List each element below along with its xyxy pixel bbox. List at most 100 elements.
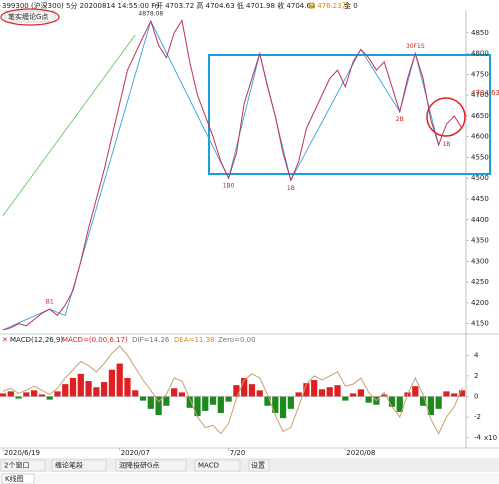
macd-bar: [435, 396, 442, 409]
toolbar-label[interactable]: 设置: [251, 461, 265, 470]
y-tick-label: 4350: [471, 237, 489, 245]
toolbar-button[interactable]: [248, 459, 270, 472]
macd-bar: [334, 385, 341, 397]
macd-bar: [209, 396, 217, 405]
macd-bar: [311, 380, 318, 397]
y-tick-label: 4250: [471, 278, 489, 286]
macd-bar: [388, 396, 396, 407]
macd-bar: [279, 396, 287, 419]
toolbar-button[interactable]: [194, 459, 241, 472]
macd-bar: [451, 393, 458, 397]
macd-bar: [381, 394, 388, 397]
macd-bar: [233, 385, 240, 397]
macd-bar: [443, 391, 450, 397]
macd-bar: [147, 396, 154, 409]
toolbar-button[interactable]: [115, 459, 187, 472]
macd-bar: [101, 382, 108, 397]
macd-bar: [38, 394, 46, 397]
header-amount: 金 0: [344, 1, 358, 10]
y-tick-label: 4500: [471, 174, 489, 182]
header-quote: 开 4703.72 高 4704.63 低 4701.98 收 4704.63: [156, 1, 315, 10]
macd-bar: [419, 396, 427, 406]
macd-bar: [357, 389, 364, 397]
indicator-button[interactable]: [4, 10, 56, 23]
macd-bar: [132, 390, 139, 397]
dif-line: [2, 345, 463, 435]
toolbar-label[interactable]: 缠论笔段: [55, 461, 83, 470]
y-tick-label: 4750: [471, 70, 489, 78]
macd-bar: [295, 392, 302, 397]
toolbar-label[interactable]: 润降投研G点: [119, 461, 159, 470]
macd-bar: [77, 373, 84, 397]
macd-bar: [194, 396, 201, 417]
macd-bar: [349, 393, 357, 397]
macd-bar: [396, 396, 403, 412]
macd-bar: [124, 377, 131, 397]
tab-label[interactable]: K线图: [5, 474, 24, 483]
x-tick-label: 2020/07: [121, 449, 150, 457]
y-tick-label: 4150: [471, 320, 489, 328]
macd-bar: [272, 396, 279, 413]
annotation: 1B: [287, 185, 295, 192]
macd-bar: [163, 396, 170, 406]
macd-bar: [155, 396, 162, 416]
macd-bar: [69, 377, 77, 397]
macd-bar: [46, 396, 53, 400]
annotation: 1B: [442, 141, 450, 148]
toolbar-button[interactable]: [0, 459, 46, 472]
macd-bar: [458, 390, 466, 397]
macd-bar: [241, 377, 248, 397]
toolbar-button[interactable]: [51, 459, 107, 472]
tab-bar: [0, 473, 499, 484]
macd-bar: [202, 396, 209, 411]
y-tick-label: 2: [474, 372, 478, 380]
macd-bar: [31, 390, 38, 397]
y-tick-label: 4700: [471, 91, 489, 99]
macd-bar: [85, 381, 92, 397]
zero-value: Zero=0.00: [218, 336, 256, 344]
indicator-button-label[interactable]: 笔实缠论G点: [8, 12, 48, 21]
y-tick-label: 4450: [471, 195, 489, 203]
macd-bar: [427, 396, 434, 416]
header-symbol: 399300 (沪深300) 5分 20200814 14:55:00 Fri: [2, 1, 160, 10]
x-tick-label: 7/20: [230, 449, 246, 457]
macd-bar: [139, 396, 147, 401]
highlight-ellipse: [0, 8, 60, 26]
trend-line: [2, 34, 136, 216]
macd-bar: [264, 396, 271, 406]
macd-bar: [365, 396, 372, 403]
macd-bar: [93, 387, 100, 397]
y-tick-label: -4: [474, 434, 482, 442]
y-tick-label: -2: [474, 413, 481, 421]
y-tick-label: 4650: [471, 112, 489, 120]
toolbar-label[interactable]: MACD: [198, 462, 219, 470]
macd-bar: [342, 396, 349, 401]
y-tick-label: 4: [474, 351, 479, 359]
macd-bar: [412, 386, 419, 397]
y-tick-label: 0: [474, 393, 478, 401]
toolbar-label[interactable]: 2个窗口: [4, 461, 29, 470]
annotation: 1B0: [223, 183, 235, 190]
tab[interactable]: [1, 473, 35, 484]
annotation: 4878.08: [138, 11, 163, 18]
macd-title: MACD(12,26,9): [10, 336, 63, 344]
y-tick-label: 4600: [471, 133, 489, 141]
macd-bar: [116, 363, 123, 397]
macd-bar: [54, 391, 61, 397]
macd-bar: [108, 369, 116, 397]
macd-value: MACD=(0.00,6.17): [62, 336, 128, 344]
y-tick-label: 4200: [471, 299, 489, 307]
y-tick-label: 4800: [471, 50, 489, 58]
macd-bar: [178, 392, 186, 397]
x-tick-label: 2020/08: [346, 449, 375, 457]
macd-header: ✕ MACD(12,26,9) MACD=(0.00,6.17) DIF=14.…: [2, 336, 256, 344]
macd-bar: [248, 384, 256, 397]
macd-bar: [23, 392, 30, 397]
annotation: 30F1S: [406, 43, 425, 50]
highlight-circle: [426, 97, 466, 137]
annotation: B1: [46, 299, 54, 306]
macd-bar: [7, 391, 14, 397]
macd-bar: [217, 396, 224, 413]
range-box: [208, 54, 491, 175]
